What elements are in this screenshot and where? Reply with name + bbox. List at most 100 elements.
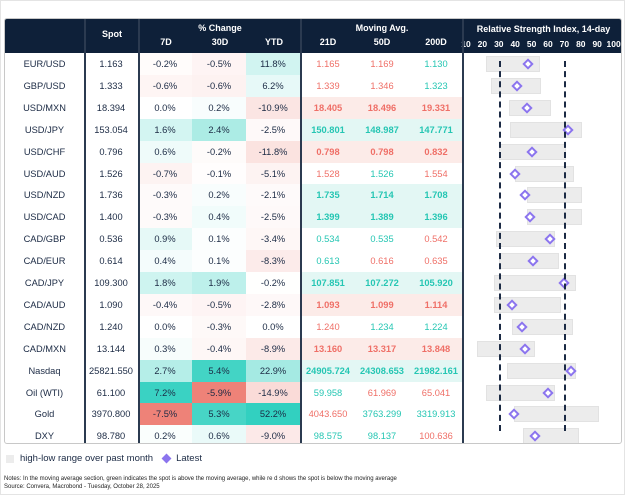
ma50-value: 1.526 bbox=[370, 168, 394, 179]
instrument-name: DXY bbox=[34, 431, 55, 442]
table-row: CAD/NZD 1.240 0.0% -0.3% 0.0% 1.240 1.234 1.224 bbox=[5, 315, 621, 338]
ma-highlight bbox=[301, 337, 463, 360]
d30-change: 0.1% bbox=[192, 228, 246, 251]
footnotes: Notes: In the moving average section, gr… bbox=[4, 475, 397, 491]
ytd-change: -10.9% bbox=[246, 96, 300, 119]
ma-highlight bbox=[301, 272, 463, 294]
ma-highlight bbox=[301, 206, 463, 229]
instrument-name: USD/MXN bbox=[23, 102, 66, 113]
ma50-value: 61.969 bbox=[367, 387, 397, 398]
table-row: USD/JPY 153.054 1.6% 2.4% -2.5% 150.801 148.98… bbox=[5, 118, 621, 141]
d7-change: 2.7% bbox=[138, 359, 192, 382]
source-text: Source: Convera, Macrobond - Tuesday, Oc… bbox=[4, 484, 160, 490]
ma21-value: 107.851 bbox=[311, 278, 345, 288]
rsi-tick-label: 100 bbox=[606, 39, 621, 49]
ytd-change: -2.5% bbox=[246, 206, 300, 229]
ma200-value: 65.041 bbox=[421, 387, 451, 398]
d7-change: -0.3% bbox=[138, 184, 192, 207]
rsi-tick-label: 30 bbox=[494, 39, 504, 49]
d30-change: 0.2% bbox=[192, 184, 246, 207]
rsi-tick-label: 50 bbox=[526, 39, 537, 49]
divider bbox=[300, 19, 302, 443]
ma21-value: 1.240 bbox=[316, 321, 340, 332]
ma21-value: 0.613 bbox=[316, 256, 340, 267]
7d-header: 7D bbox=[160, 37, 172, 47]
d7-change: 7.2% bbox=[138, 381, 192, 404]
d7-change: 0.0% bbox=[138, 315, 192, 338]
ma200-value: 1.396 bbox=[424, 212, 448, 223]
spot-value: 1.090 bbox=[99, 299, 123, 310]
ma21-header: 21D bbox=[319, 37, 337, 47]
ma50-value: 1.234 bbox=[370, 321, 394, 332]
ma50-value: 0.535 bbox=[370, 234, 394, 245]
ma200-header: 200D bbox=[425, 37, 447, 47]
instrument-name: USD/NZD bbox=[23, 190, 66, 201]
ma200-value: 21982.161 bbox=[414, 365, 458, 376]
spot-value: 0.796 bbox=[99, 146, 123, 157]
ma200-value: 100.636 bbox=[419, 431, 453, 442]
d30-change: 0.4% bbox=[192, 206, 246, 229]
table-row: Nasdaq 25821.550 2.7% 5.4% 22.9% 24905.724 243… bbox=[5, 359, 621, 382]
d7-change: -0.7% bbox=[138, 162, 192, 185]
ytd-header: YTD bbox=[265, 37, 283, 47]
spot-value: 1.240 bbox=[99, 321, 123, 332]
table-row: GBP/USD 1.333 -0.6% -0.6% 6.2% 1.339 1.346 1.32… bbox=[5, 74, 621, 97]
d30-change: -0.1% bbox=[192, 162, 246, 185]
spot-value: 1.400 bbox=[99, 212, 123, 223]
ma-highlight bbox=[301, 293, 463, 316]
moving-avg-header: Moving Avg. bbox=[355, 23, 409, 33]
ma200-value: 1.114 bbox=[424, 299, 448, 310]
ma50-value: 148.987 bbox=[365, 124, 399, 135]
ma200-value: 105.920 bbox=[419, 278, 453, 288]
ma200-value: 3319.913 bbox=[416, 409, 456, 420]
table-row: Oil (WTI) 61.100 7.2% -5.9% -14.9% 59.958 61.9… bbox=[5, 381, 621, 404]
rsi-tick-label: 40 bbox=[510, 39, 520, 49]
ma21-value: 1.339 bbox=[316, 80, 340, 91]
rsi-tick-label: 60 bbox=[543, 39, 553, 49]
ma-highlight bbox=[301, 96, 463, 119]
ma21-value: 1.165 bbox=[316, 59, 340, 69]
spot-value: 153.054 bbox=[94, 124, 128, 135]
d7-change: 0.3% bbox=[138, 337, 192, 360]
latest-diamond-icon bbox=[161, 453, 172, 464]
d30-change: 0.6% bbox=[192, 425, 246, 443]
ytd-change: -14.9% bbox=[246, 381, 300, 404]
ytd-change: 22.9% bbox=[246, 359, 300, 382]
range-swatch-icon bbox=[6, 454, 14, 463]
spot-value: 25821.550 bbox=[89, 365, 133, 376]
ma50-value: 18.496 bbox=[367, 102, 397, 113]
divider bbox=[84, 19, 86, 443]
ma50-value: 0.616 bbox=[370, 256, 394, 267]
ma200-value: 1.708 bbox=[424, 190, 448, 201]
d7-change: 0.9% bbox=[138, 228, 192, 251]
ma-highlight bbox=[301, 359, 463, 382]
ma200-value: 0.832 bbox=[424, 146, 448, 157]
instrument-name: CAD/EUR bbox=[23, 256, 66, 267]
spot-value: 1.163 bbox=[99, 59, 123, 69]
ma50-value: 1.169 bbox=[370, 59, 394, 69]
d7-change: -7.5% bbox=[138, 403, 192, 426]
ma21-value: 0.534 bbox=[316, 234, 340, 245]
d30-change: 5.3% bbox=[192, 403, 246, 426]
ytd-change: -11.8% bbox=[246, 140, 300, 163]
d30-change: -0.3% bbox=[192, 315, 246, 338]
table-row: CAD/JPY 109.300 1.8% 1.9% -0.2% 107.851 107.27… bbox=[5, 272, 621, 294]
ma200-value: 13.848 bbox=[421, 343, 451, 354]
table-row: CAD/EUR 0.614 0.4% 0.1% -8.3% 0.613 0.616 0.635 bbox=[5, 250, 621, 273]
rsi-tick-label: 80 bbox=[576, 39, 586, 49]
instrument-name: GBP/USD bbox=[23, 80, 66, 91]
ma50-value: 1.714 bbox=[370, 190, 394, 201]
rsi-tick-label: 10 bbox=[461, 39, 471, 49]
spot-header: Spot bbox=[102, 29, 122, 39]
ytd-change: 52.2% bbox=[246, 403, 300, 426]
spot-value: 3970.800 bbox=[91, 409, 131, 420]
ma50-value: 24308.653 bbox=[360, 365, 404, 376]
ma200-value: 1.554 bbox=[424, 168, 448, 179]
spot-value: 1.333 bbox=[99, 80, 123, 91]
d7-change: 1.8% bbox=[138, 272, 192, 294]
rsi-range-bar bbox=[526, 187, 583, 204]
table-header: Spot % Change 7D 30D YTD Moving Avg. 21D… bbox=[5, 19, 621, 53]
ytd-change: -8.9% bbox=[246, 337, 300, 360]
instrument-name: Gold bbox=[34, 409, 55, 420]
d30-change: 2.4% bbox=[192, 118, 246, 141]
